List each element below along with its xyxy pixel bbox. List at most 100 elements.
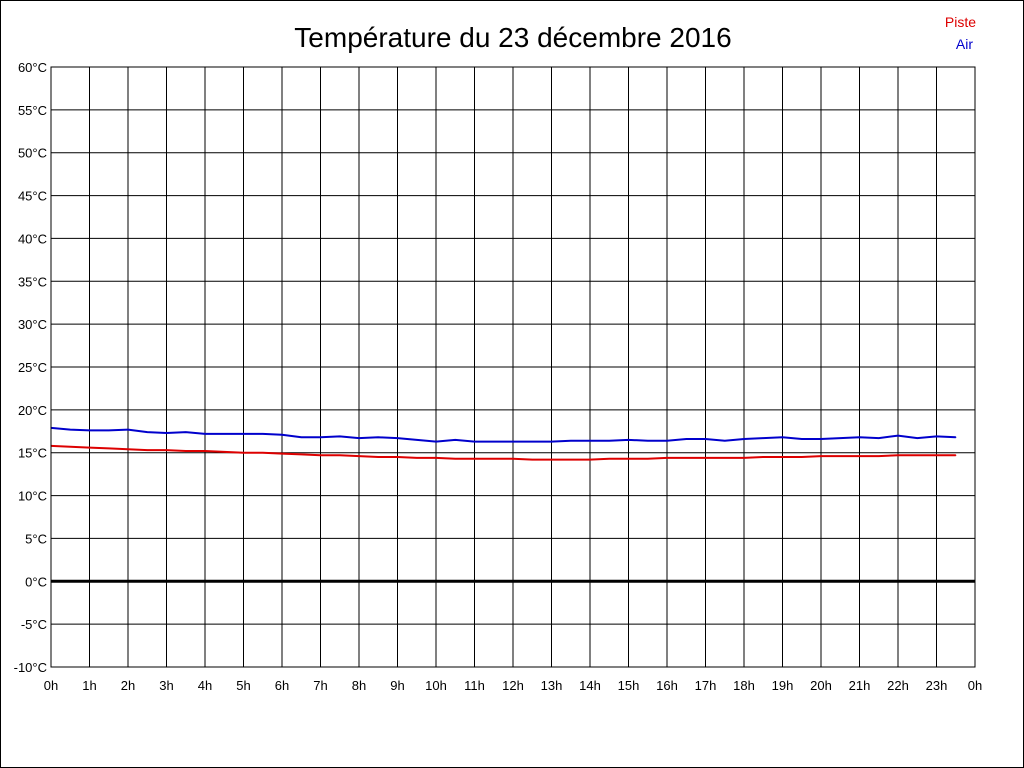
legend-entry-air: Air — [956, 36, 973, 52]
data-point-piste — [608, 458, 610, 460]
y-tick-label: 0°C — [25, 574, 47, 589]
x-tick-label: 0h — [44, 678, 58, 693]
data-point-piste — [88, 446, 91, 449]
x-tick-label: 2h — [121, 678, 135, 693]
data-point-air — [878, 437, 880, 439]
y-tick-label: 30°C — [18, 317, 47, 332]
data-point-piste — [955, 454, 957, 456]
plot-area-border — [50, 66, 976, 668]
x-tick-label: 6h — [275, 678, 289, 693]
data-point-piste — [839, 455, 841, 457]
x-tick-label: 5h — [236, 678, 250, 693]
data-point-air — [127, 428, 129, 431]
x-tick-label: 14h — [579, 678, 601, 693]
data-point-air — [666, 440, 668, 442]
data-point-piste — [396, 456, 399, 458]
data-point-piste — [762, 456, 764, 458]
x-tick-label: 20h — [810, 678, 832, 693]
data-point-piste — [223, 451, 225, 453]
data-point-air — [608, 440, 610, 442]
data-point-air — [955, 436, 957, 438]
data-point-piste — [473, 458, 476, 460]
x-tick-label: 16h — [656, 678, 678, 693]
y-tick-label: 20°C — [18, 403, 47, 418]
data-point-piste — [897, 454, 899, 456]
data-point-air — [300, 436, 302, 438]
data-point-piste — [454, 458, 456, 460]
y-tick-label: 40°C — [18, 231, 47, 246]
data-point-air — [550, 440, 553, 443]
x-tick-label: 23h — [926, 678, 948, 693]
x-tick-label: 1h — [82, 678, 96, 693]
data-point-air — [935, 435, 938, 438]
x-tick-label: 7h — [313, 678, 327, 693]
data-point-piste — [512, 458, 514, 460]
data-point-air — [454, 439, 456, 441]
y-axis-ticks: 60°C 55°C 50°C 45°C 40°C 35°C 30°C 25°C 20°C 15°C… — [14, 60, 47, 675]
data-point-piste — [358, 455, 360, 457]
x-tick-label: 15h — [618, 678, 640, 693]
data-point-air — [762, 437, 764, 439]
data-point-air — [473, 440, 476, 443]
data-point-air — [165, 432, 168, 434]
data-point-air — [647, 440, 649, 442]
x-tick-label: 22h — [887, 678, 909, 693]
data-point-piste — [550, 458, 553, 461]
data-point-piste — [377, 456, 379, 458]
data-point-piste — [204, 450, 206, 452]
data-point-air — [88, 429, 91, 432]
data-point-piste — [801, 456, 803, 458]
data-point-air — [781, 436, 784, 438]
data-point-air — [743, 438, 745, 440]
data-point-piste — [146, 449, 148, 451]
data-point-air — [204, 433, 206, 435]
x-tick-label: 17h — [695, 678, 717, 693]
data-point-air — [242, 433, 245, 435]
data-point-air — [281, 434, 283, 436]
x-tick-label: 8h — [352, 678, 366, 693]
grid-lines — [50, 66, 976, 668]
data-point-piste — [300, 453, 302, 456]
data-point-air — [570, 440, 572, 442]
y-tick-label: 60°C — [18, 60, 47, 75]
chart-title: Température du 23 décembre 2016 — [294, 22, 731, 53]
y-tick-label: -5°C — [21, 617, 47, 632]
y-tick-label: -10°C — [14, 660, 47, 675]
x-axis-ticks: 0h 1h 2h 3h 4h 5h 6h 7h 8h 9h 10h 11h 12h 13h 14h 15h 16… — [44, 678, 982, 693]
data-point-piste — [685, 457, 687, 459]
data-point-piste — [878, 455, 880, 457]
data-point-piste — [185, 450, 187, 452]
data-point-piste — [724, 457, 726, 459]
data-point-piste — [165, 449, 168, 451]
legend-entry-piste: Piste — [945, 14, 976, 30]
data-point-air — [512, 440, 514, 443]
data-point-air — [897, 434, 899, 437]
data-point-air — [627, 439, 630, 441]
data-point-piste — [781, 456, 784, 458]
data-point-air — [377, 436, 379, 438]
y-tick-label: 5°C — [25, 531, 47, 546]
data-point-piste — [570, 458, 572, 461]
data-point-air — [319, 436, 322, 438]
data-point-piste — [127, 448, 129, 450]
data-point-piste — [108, 447, 110, 450]
x-tick-label: 10h — [425, 678, 447, 693]
x-tick-label: 9h — [390, 678, 404, 693]
data-point-air — [339, 435, 341, 438]
data-point-air — [801, 438, 803, 440]
data-point-air — [685, 438, 687, 440]
data-point-piste — [858, 455, 861, 457]
x-tick-label: 13h — [541, 678, 563, 693]
data-point-air — [724, 440, 726, 442]
data-point-piste — [262, 452, 264, 454]
data-point-air — [916, 437, 918, 439]
x-tick-label: 4h — [198, 678, 212, 693]
data-point-piste — [416, 457, 418, 459]
series-lines — [50, 426, 957, 461]
x-tick-label: 12h — [502, 678, 524, 693]
data-point-air — [108, 429, 110, 432]
data-point-air — [223, 433, 225, 435]
data-point-piste — [666, 457, 668, 459]
data-point-piste — [281, 452, 283, 455]
